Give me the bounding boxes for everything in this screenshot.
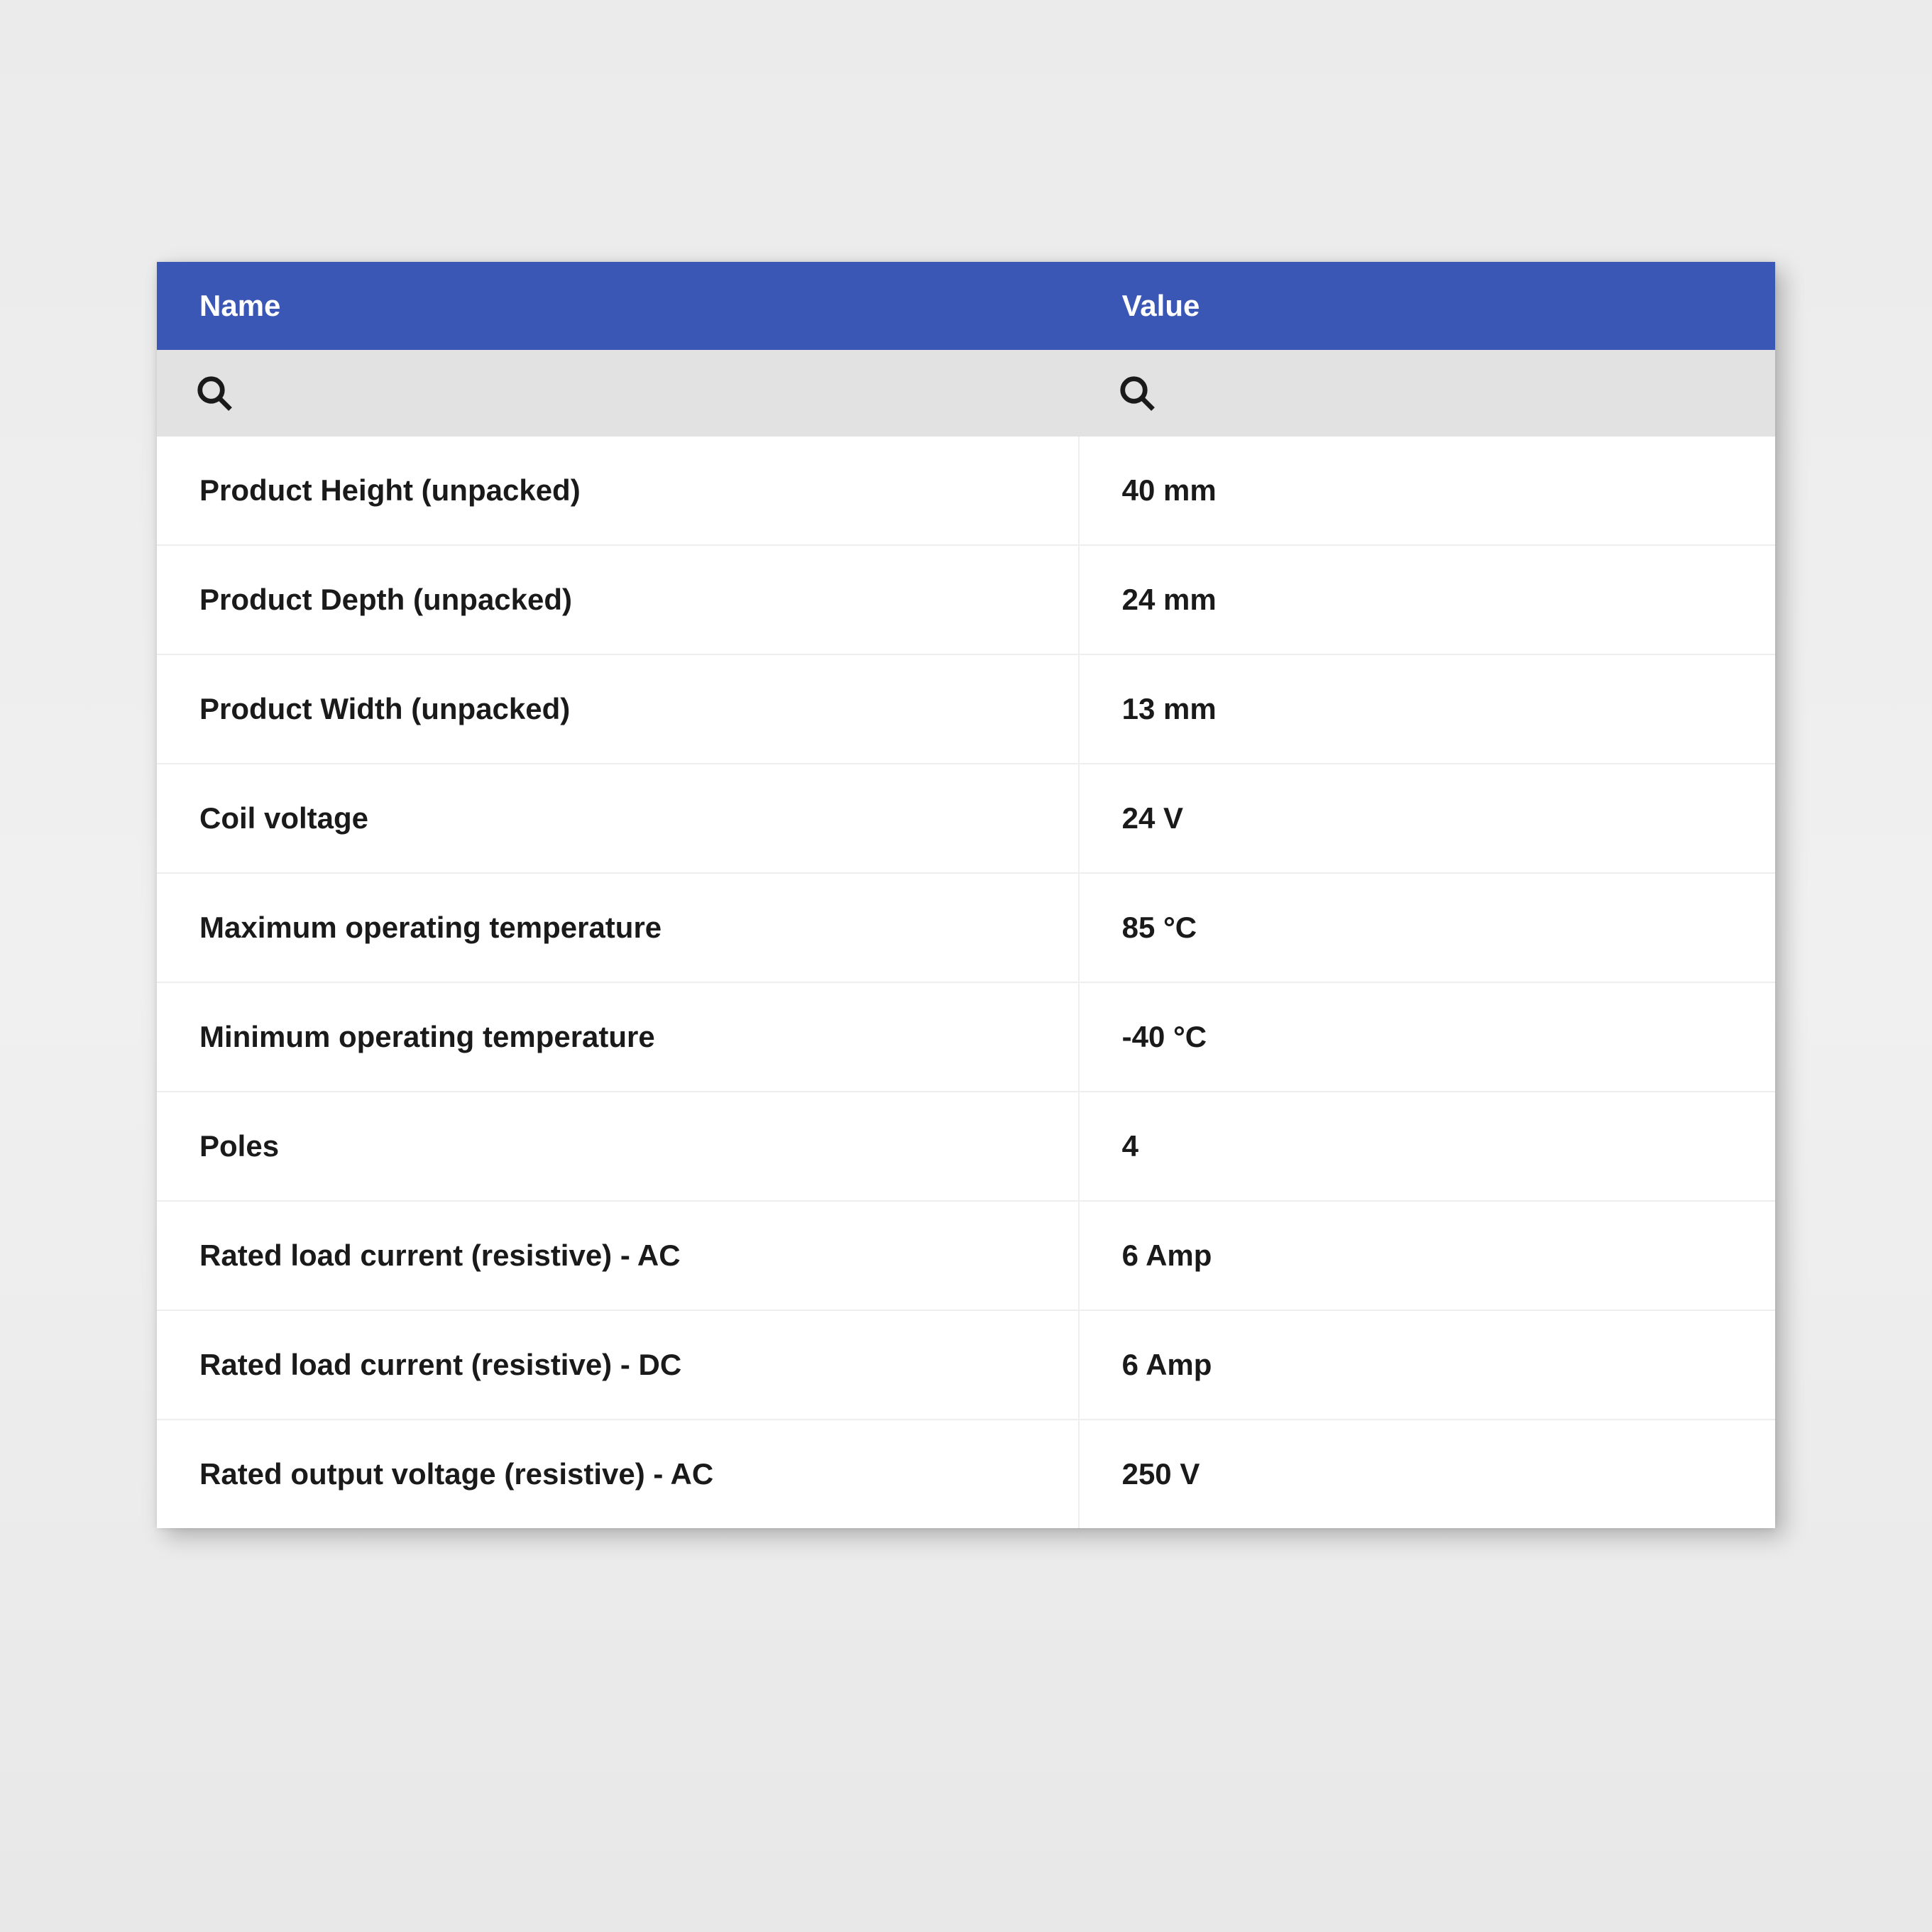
cell-name: Product Depth (unpacked): [157, 546, 1080, 654]
table-row: Product Width (unpacked) 13 mm: [157, 655, 1775, 764]
cell-name: Coil voltage: [157, 764, 1080, 872]
cell-value: 24 V: [1080, 764, 1775, 872]
cell-value: 4: [1080, 1092, 1775, 1200]
specs-table: Name Value Product Height (unpacked) 40 …: [157, 262, 1775, 1528]
cell-value: -40 °C: [1080, 983, 1775, 1091]
cell-name: Rated load current (resistive) - DC: [157, 1311, 1080, 1419]
cell-name: Product Width (unpacked): [157, 655, 1080, 763]
column-header-name[interactable]: Name: [157, 262, 1080, 350]
table-row: Product Depth (unpacked) 24 mm: [157, 546, 1775, 655]
cell-value: 40 mm: [1080, 437, 1775, 544]
column-header-value[interactable]: Value: [1080, 262, 1775, 350]
table-row: Product Height (unpacked) 40 mm: [157, 437, 1775, 546]
table-row: Maximum operating temperature 85 °C: [157, 874, 1775, 983]
cell-name: Rated output voltage (resistive) - AC: [157, 1420, 1080, 1528]
search-cell-name[interactable]: [157, 350, 1080, 437]
table-row: Poles 4: [157, 1092, 1775, 1202]
cell-name: Minimum operating temperature: [157, 983, 1080, 1091]
cell-value: 85 °C: [1080, 874, 1775, 982]
table-row: Minimum operating temperature -40 °C: [157, 983, 1775, 1092]
cell-value: 13 mm: [1080, 655, 1775, 763]
search-icon: [1118, 374, 1156, 412]
table-row: Rated output voltage (resistive) - AC 25…: [157, 1420, 1775, 1528]
table-header-row: Name Value: [157, 262, 1775, 350]
cell-value: 6 Amp: [1080, 1202, 1775, 1310]
search-icon: [195, 374, 234, 412]
cell-name: Poles: [157, 1092, 1080, 1200]
search-row: [157, 350, 1775, 437]
cell-name: Rated load current (resistive) - AC: [157, 1202, 1080, 1310]
cell-value: 6 Amp: [1080, 1311, 1775, 1419]
cell-value: 250 V: [1080, 1420, 1775, 1528]
table-row: Rated load current (resistive) - DC 6 Am…: [157, 1311, 1775, 1420]
table-row: Coil voltage 24 V: [157, 764, 1775, 874]
cell-value: 24 mm: [1080, 546, 1775, 654]
table-row: Rated load current (resistive) - AC 6 Am…: [157, 1202, 1775, 1311]
table-body: Product Height (unpacked) 40 mm Product …: [157, 437, 1775, 1528]
cell-name: Product Height (unpacked): [157, 437, 1080, 544]
cell-name: Maximum operating temperature: [157, 874, 1080, 982]
search-cell-value[interactable]: [1080, 350, 1775, 437]
